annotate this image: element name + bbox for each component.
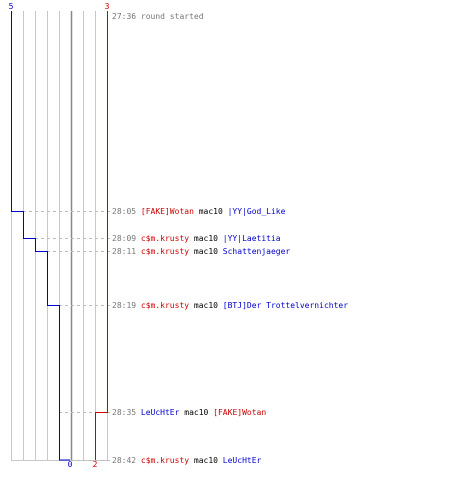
red-team-end-count: 2 xyxy=(93,460,98,469)
event-killer: c$m.krusty xyxy=(141,301,194,310)
event-victim: [BTJ]Der Trottelvernichter xyxy=(223,301,348,310)
event-killer: [FAKE]Wotan xyxy=(141,207,199,216)
event-victim: LeUcHtEr xyxy=(223,456,262,465)
event-weapon: mac10 xyxy=(184,408,213,417)
blue-team-start-count: 5 xyxy=(9,2,14,11)
event-log: 27:36 round started 28:05 [FAKE]Wotan mac… xyxy=(112,12,348,465)
event-row: 28:42 c$m.krusty mac10 LeUcHtEr xyxy=(112,456,262,465)
red-team-step-line xyxy=(95,11,108,460)
event-time: 28:05 xyxy=(112,207,141,216)
event-weapon: mac10 xyxy=(194,456,223,465)
event-row: 28:19 c$m.krusty mac10 [BTJ]Der Trottelv… xyxy=(112,301,348,310)
event-row: 27:36 round started xyxy=(112,12,204,21)
event-victim: Schattenjaeger xyxy=(223,247,291,256)
red-team-start-count: 3 xyxy=(105,2,110,11)
event-killer: c$m.krusty xyxy=(141,247,194,256)
event-time: 28:35 xyxy=(112,408,141,417)
event-weapon: mac10 xyxy=(194,234,223,243)
event-time: 28:11 xyxy=(112,247,141,256)
event-victim: |YY|God_Like xyxy=(228,207,286,216)
event-time: 28:09 xyxy=(112,234,141,243)
blue-team-step-line xyxy=(11,11,70,461)
event-weapon: mac10 xyxy=(199,207,228,216)
event-killer: LeUcHtEr xyxy=(141,408,184,417)
event-row: 28:11 c$m.krusty mac10 Schattenjaeger xyxy=(112,247,290,256)
event-killer: c$m.krusty xyxy=(141,234,194,243)
event-row: 28:05 [FAKE]Wotan mac10 |YY|God_Like xyxy=(112,207,286,216)
event-victim: [FAKE]Wotan xyxy=(213,408,266,417)
event-victim: |YY|Laetitia xyxy=(223,234,281,243)
event-killer: c$m.krusty xyxy=(141,456,194,465)
event-weapon: mac10 xyxy=(194,247,223,256)
event-message: round started xyxy=(141,12,204,21)
event-row: 28:35 LeUcHtEr mac10 [FAKE]Wotan xyxy=(112,408,266,417)
event-row: 28:09 c$m.krusty mac10 |YY|Laetitia xyxy=(112,234,281,243)
event-time: 27:36 xyxy=(112,12,141,21)
event-time: 28:19 xyxy=(112,301,141,310)
event-time: 28:42 xyxy=(112,456,141,465)
blue-team-end-count: 0 xyxy=(68,460,73,469)
event-weapon: mac10 xyxy=(194,301,223,310)
